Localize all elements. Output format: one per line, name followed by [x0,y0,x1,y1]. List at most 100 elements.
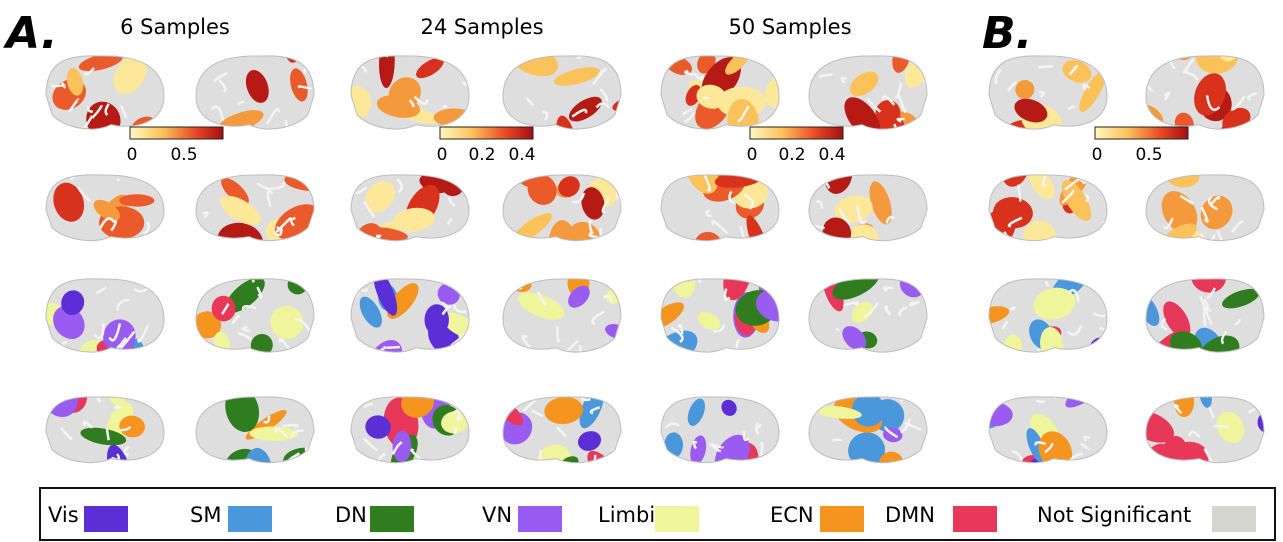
sulcus [427,356,435,365]
colorbar-tick: 0.5 [170,145,197,165]
sulcus [703,174,712,192]
sulcus [1011,450,1023,462]
brain [196,396,314,463]
sulcus [602,294,613,302]
sulcus [822,174,829,183]
brain [351,396,469,463]
sulcus [304,128,314,130]
sulcus [1054,396,1063,399]
sulcus [574,344,582,353]
sulcus [1247,408,1256,414]
brain [809,396,927,463]
sulcus [661,293,663,302]
region [577,431,602,451]
outline [195,55,315,130]
sulcus [1146,347,1155,353]
sulcus [728,190,735,205]
sulcus [1067,325,1083,336]
sulcus [1213,424,1229,430]
region [814,405,862,419]
legend-swatch [1212,506,1256,532]
sulcus [362,200,375,218]
sulcus [372,453,386,463]
brain [196,12,314,130]
sulcus [196,396,202,402]
region [697,311,721,331]
region [701,244,727,272]
sulcus [556,326,561,343]
legend-label: SM [190,503,221,527]
sulcus [1205,95,1221,111]
region [1196,335,1240,353]
region [1190,239,1208,241]
region [553,67,601,86]
colorbar-tick: 0.5 [1135,145,1162,165]
sulcus [686,278,702,284]
sulcus [303,67,308,74]
sulcus [462,81,469,92]
region [849,71,879,97]
region [544,396,584,425]
region [375,55,402,57]
sulcus [1067,105,1075,111]
region [1222,288,1260,309]
region [838,245,866,277]
sulcus [120,330,136,349]
sulcus [1230,95,1246,111]
sulcus [362,437,378,452]
brain [1146,278,1264,353]
sulcus [297,85,312,91]
sulcus [1231,220,1244,233]
colorbar-tick: 0.2 [778,145,805,165]
sulcus [61,396,71,402]
legend-swatch [370,506,414,532]
sulcus [840,76,847,84]
sulcus [413,95,429,105]
region [104,396,126,407]
sulcus [369,346,386,353]
region [113,55,147,94]
outline [1145,174,1265,242]
sulcus [536,291,548,306]
sulcus [1160,317,1168,331]
legend-label: Vis [48,503,79,527]
sulcus [661,221,666,231]
sulcus [114,404,123,409]
sulcus [1080,174,1093,184]
sulcus [723,288,731,301]
sulcus [266,190,274,207]
sulcus [909,300,920,307]
sulcus [709,442,724,449]
legend-swatch [655,506,699,532]
sulcus [256,286,263,299]
sulcus [241,304,257,311]
sulcus [1177,466,1184,471]
region [61,290,85,315]
sulcus [143,221,151,236]
outline [195,278,315,353]
region [685,85,702,106]
region [119,194,155,207]
colorbar-tick: 0 [1092,145,1103,165]
sulcus [137,324,150,343]
outline [1145,55,1265,130]
sulcus [143,174,151,182]
colorbar [129,126,224,140]
sulcus [282,423,299,429]
region [1040,327,1064,353]
sulcus [1037,348,1046,353]
sulcus [447,197,456,207]
sulcus [256,182,270,191]
sulcus [1209,195,1221,206]
sulcus [1234,318,1241,326]
legend-swatch [518,506,562,532]
sulcus [274,427,289,438]
sulcus [452,304,467,314]
sulcus [695,74,704,81]
sulcus [1203,447,1215,463]
outline [988,278,1108,353]
region [238,12,280,50]
region [1243,346,1264,353]
sulcus [1207,195,1219,211]
brain [809,174,927,277]
